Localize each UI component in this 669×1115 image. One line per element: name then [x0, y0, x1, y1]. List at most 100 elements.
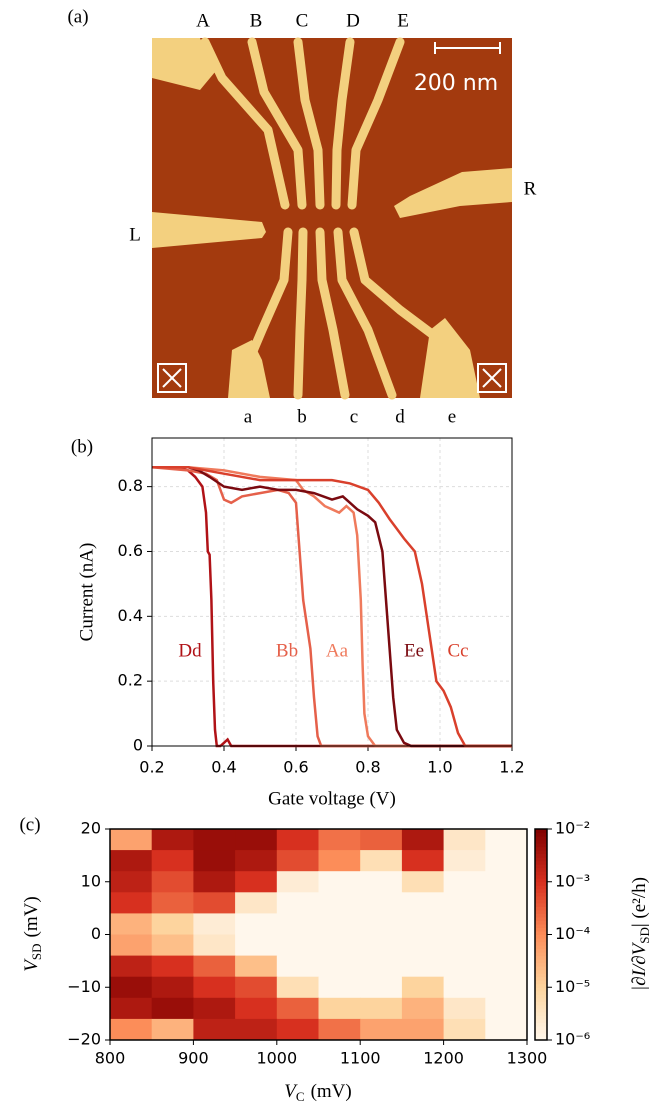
colorbar-tick-label: 10⁻⁶ [555, 1030, 590, 1049]
axis-title-part: | (e²/h) [629, 877, 650, 927]
heatmap-cell [443, 1018, 486, 1041]
axis-title-part: V [284, 1081, 298, 1102]
heatmap-cell [235, 892, 278, 914]
colorbar-segment [535, 1004, 547, 1009]
colorbar-segment [535, 871, 547, 876]
gate-label: b [297, 406, 307, 427]
axis-title-part: (mV) [21, 896, 42, 937]
heatmap-cell [401, 997, 445, 1020]
heatmap-cell [318, 829, 361, 851]
colorbar-segment [535, 829, 547, 834]
panel-label: (a) [67, 6, 88, 27]
axis-title: |∂I/∂VSD| (e²/h) [629, 877, 652, 991]
heatmap-cell [276, 829, 319, 851]
series-label: Bb [276, 640, 298, 661]
heatmap-cell [110, 997, 153, 1020]
heatmap-cell [443, 934, 486, 957]
axis-title: VC (mV) [284, 1081, 351, 1104]
colorbar-segment [535, 916, 547, 921]
heatmap-cell [401, 913, 445, 935]
heatmap-cell [443, 976, 486, 999]
heatmap-cell [235, 829, 278, 851]
colorbar-segment [535, 1036, 547, 1041]
heatmap-cell [151, 913, 194, 935]
series-label: Dd [178, 640, 202, 661]
y-tick-label: 0 [91, 924, 101, 943]
colorbar-segment [535, 895, 547, 900]
heatmap-cell [276, 934, 319, 957]
heatmap-cell [110, 976, 153, 999]
colorbar-segment [535, 959, 547, 964]
heatmap-cell [401, 850, 445, 872]
colorbar-segment [535, 836, 547, 841]
colorbar-segment [535, 976, 547, 981]
heatmap-cell [443, 913, 486, 935]
colorbar-segment [535, 1032, 547, 1037]
heatmap-cell [151, 829, 194, 851]
gates [200, 37, 445, 400]
pad [152, 38, 215, 90]
heatmap-cell [276, 913, 319, 935]
colorbar-segment [535, 885, 547, 890]
heatmap-cell [276, 850, 319, 872]
axis-title: VSD (mV) [21, 896, 44, 971]
gate-label: c [350, 406, 358, 427]
heatmap-cell [235, 913, 278, 935]
colorbar-segment [535, 1022, 547, 1027]
heatmap-cell [193, 1018, 236, 1041]
heatmap-cell [318, 934, 361, 957]
heatmap-cell [151, 850, 194, 872]
heatmap-cell [318, 997, 361, 1020]
colorbar-segment [535, 927, 547, 932]
panel-label: (b) [71, 436, 93, 457]
colorbar-segment [535, 1018, 547, 1023]
colorbar-segment [535, 874, 547, 879]
colorbar-segment [535, 1001, 547, 1006]
heatmap-cell [485, 976, 528, 999]
x-tick-label: 1000 [256, 1049, 297, 1068]
x-tick-label: 0.2 [139, 758, 164, 777]
heatmap-cell [151, 934, 194, 957]
colorbar-segment [535, 1011, 547, 1016]
y-axis-title: Current (nA) [76, 543, 97, 642]
heatmap-cell [360, 829, 403, 851]
heatmap-cell [485, 850, 528, 872]
colorbar-segment [535, 860, 547, 865]
heatmap-cell [401, 829, 445, 851]
axis-title-part: (mV) [311, 1081, 352, 1102]
y-tick-label: −20 [67, 1030, 101, 1049]
heatmap-cell [151, 892, 194, 914]
heatmap-cell [360, 1018, 403, 1041]
heatmap-cell [360, 976, 403, 999]
colorbar-segment [535, 962, 547, 967]
colorbar-segment [535, 864, 547, 869]
heatmap-cell [443, 955, 486, 978]
heatmap-cell [151, 976, 194, 999]
heatmap-cell [360, 850, 403, 872]
colorbar-segment [535, 930, 547, 935]
heatmap-cell [485, 913, 528, 935]
heatmap-cell [401, 976, 445, 999]
heatmap-cell [235, 1018, 278, 1041]
heatmap-cell [401, 1018, 445, 1041]
gate-label: E [397, 10, 409, 31]
line [152, 465, 512, 748]
colorbar-segment [535, 853, 547, 858]
heatmap-cell [318, 871, 361, 893]
colorbar-segment [535, 843, 547, 848]
colorbar-segment [535, 938, 547, 943]
axis-title-part: V [21, 958, 42, 972]
colorbar-segment [535, 948, 547, 953]
colorbar-segment [535, 945, 547, 950]
heatmap-cell [360, 913, 403, 935]
heatmap-cell [151, 1018, 194, 1041]
series-label: Ee [404, 640, 424, 661]
line [152, 465, 512, 748]
heatmap-cell [151, 997, 194, 1020]
colorbar-segment [535, 997, 547, 1002]
colorbar-segment [535, 857, 547, 862]
colorbar-segment [535, 934, 547, 939]
x-tick-label: 1300 [507, 1049, 548, 1068]
heatmap-cell [276, 955, 319, 978]
heatmap-cell [318, 1018, 361, 1041]
